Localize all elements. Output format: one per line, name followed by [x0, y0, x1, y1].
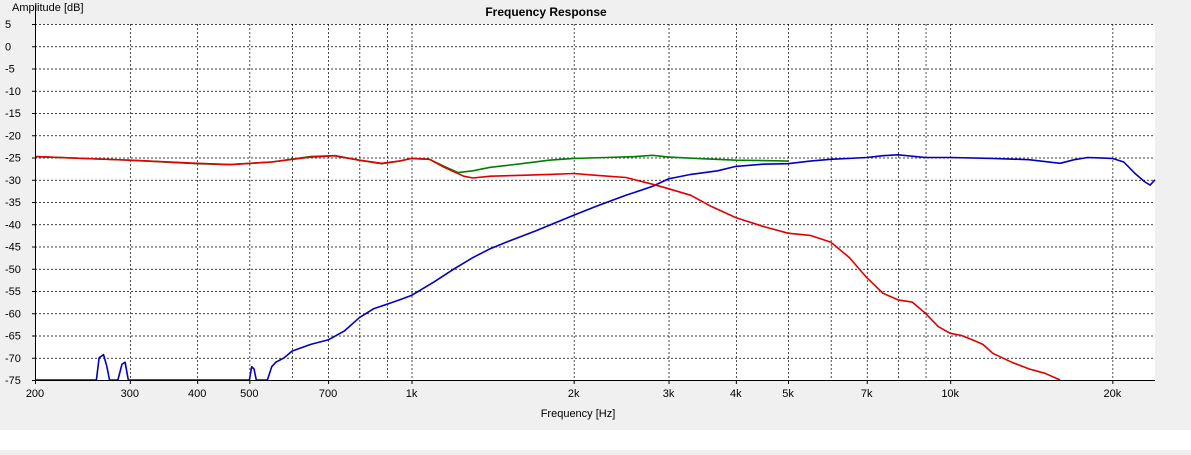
x-tick-label: 20k [1103, 388, 1121, 400]
tick-layer: 5 0 -5 -10 -15 -20 -25 -30 -35 -40 -45 -50 -55 -60 -65… [5, 19, 1122, 400]
x-tick-label: 300 [121, 388, 139, 400]
y-tick-label: 0 [5, 41, 11, 53]
y-tick-label: -65 [5, 331, 21, 343]
grid-layer [35, 24, 1155, 380]
bottom-strip [0, 430, 1191, 450]
y-tick-label: -10 [5, 86, 21, 98]
x-tick-label: 4k [730, 388, 742, 400]
y-tick-label: -50 [5, 264, 21, 276]
y-tick-label: -5 [5, 64, 15, 76]
x-tick-label: 700 [319, 388, 337, 400]
y-tick-label: -25 [5, 153, 21, 165]
chart-title: Frequency Response [485, 5, 607, 19]
y-tick-label: -55 [5, 286, 21, 298]
x-tick-label: 3k [663, 388, 675, 400]
x-tick-label: 1k [406, 388, 418, 400]
y-tick-label: -70 [5, 353, 21, 365]
y-tick-label: -60 [5, 308, 21, 320]
x-tick-label: 10k [941, 388, 959, 400]
y-tick-label: -45 [5, 242, 21, 254]
y-tick-label: -35 [5, 197, 21, 209]
y-tick-label: 5 [5, 19, 11, 31]
y-tick-label: -75 [5, 375, 21, 387]
y-axis-label: Amplitude [dB] [12, 2, 84, 14]
axes-layer [35, 5, 1155, 381]
x-tick-label: 200 [26, 388, 44, 400]
x-tick-label: 5k [782, 388, 794, 400]
y-tick-label: -30 [5, 175, 21, 187]
y-tick-label: -20 [5, 130, 21, 142]
y-tick-label: -15 [5, 108, 21, 120]
plot-area [35, 24, 1155, 380]
x-tick-label: 2k [568, 388, 580, 400]
series-line-2 [34, 154, 1061, 381]
x-tick-label: 7k [861, 388, 873, 400]
y-tick-label: -40 [5, 219, 21, 231]
x-axis-label: Frequency [Hz] [541, 408, 616, 420]
x-tick-label: 400 [188, 388, 206, 400]
x-tick-label: 500 [240, 388, 258, 400]
